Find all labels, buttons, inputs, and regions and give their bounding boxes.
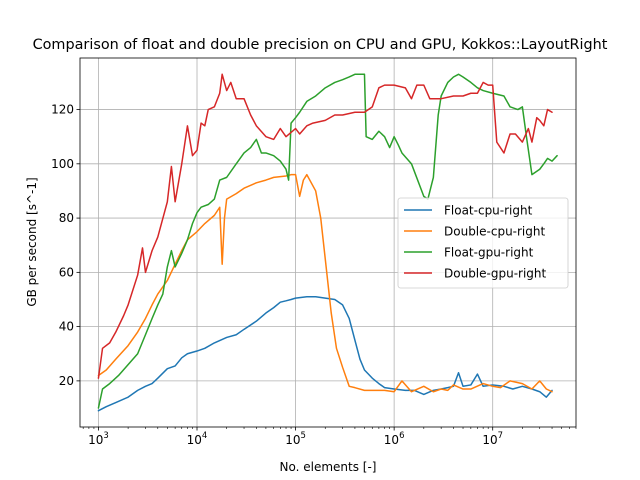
x-axis: 103 104 105 106 107 [82,427,577,447]
x-tick-label: 103 [88,431,109,447]
y-tick-label: 120 [51,103,74,117]
series-layer [97,73,558,412]
legend-label-double-cpu-right: Double-cpu-right [444,225,545,239]
x-axis-label: No. elements [-] [280,460,377,474]
x-tick-label: 105 [285,431,306,447]
plot-frame [79,57,577,428]
series-line-double-cpu-right [97,173,553,393]
legend: Float-cpu-right Double-cpu-right Float-gpu… [397,197,569,289]
series-line-double-gpu-right [97,73,553,379]
y-axis-label: GB per second [s^-1] [25,177,39,306]
y-tick-label: 100 [51,157,74,171]
y-tick-label: 40 [59,320,74,334]
y-tick-label: 20 [59,374,74,388]
y-tick-label: 80 [59,211,74,225]
series-line-float-cpu-right [97,296,553,412]
y-tick-label: 60 [59,265,74,279]
legend-label-double-gpu-right: Double-gpu-right [444,267,547,281]
legend-label-float-gpu-right: Float-gpu-right [444,246,534,260]
chart-title: Comparison of float and double precision… [33,37,608,53]
legend-label-float-cpu-right: Float-cpu-right [444,204,533,218]
x-tick-label: 106 [384,431,405,447]
legend-box [397,197,569,289]
x-tick-label: 107 [482,431,503,447]
x-tick-label: 104 [187,431,208,447]
y-axis: 20 40 60 80 100 120 [51,103,80,388]
